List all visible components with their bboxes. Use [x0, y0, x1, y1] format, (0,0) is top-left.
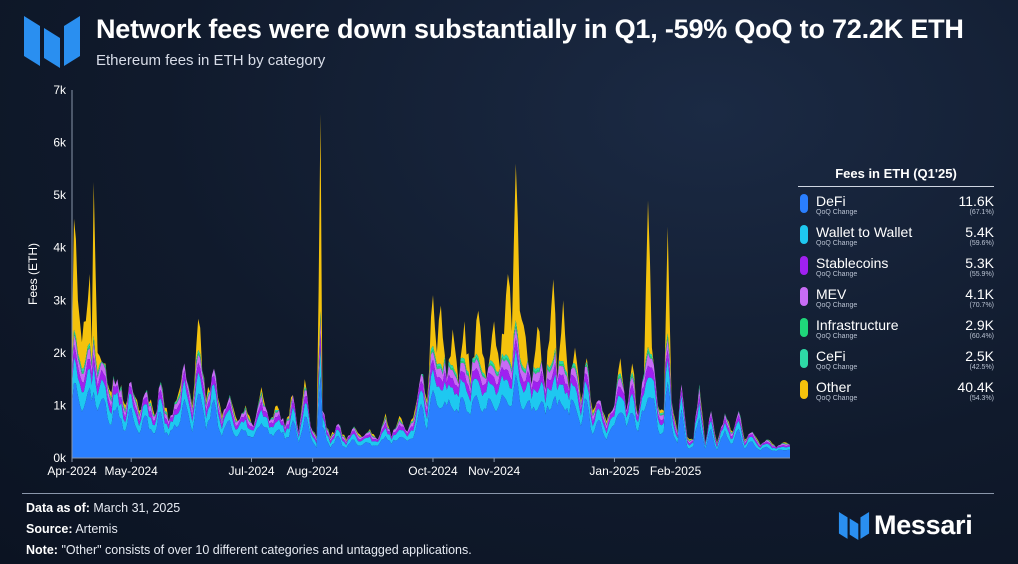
area-series-stablecoins	[72, 332, 790, 449]
legend-item-value: 2.9K	[965, 317, 994, 333]
data-as-of-label: Data as of:	[26, 501, 90, 515]
y-axis-ticks: 0k 1k 2k 3k 4k 5k 6k 7k	[53, 83, 67, 465]
y-axis-label: Fees (ETH)	[26, 243, 40, 305]
x-tick-label: Oct-2024	[408, 464, 458, 478]
source-label: Source:	[26, 522, 73, 536]
legend-swatch	[800, 318, 808, 337]
stacked-area-chart: 0k 1k 2k 3k 4k 5k 6k 7k Apr-2024 May-2024 Jul-202…	[26, 83, 790, 478]
legend-item-name: Infrastructure	[816, 317, 899, 333]
legend-item: CeFi QoQ Change 2.5K (42.5%)	[798, 345, 994, 376]
area-series-wallet-to-wallet	[72, 348, 790, 452]
legend-item-value: 2.5K	[965, 348, 994, 364]
brand-name: Messari	[874, 510, 973, 540]
legend-item-sublabel: QoQ Change	[816, 395, 858, 402]
y-tick-label: 1k	[53, 398, 67, 412]
legend-item-value: 5.4K	[965, 224, 994, 240]
note-label: Note:	[26, 543, 58, 557]
x-tick-label: Feb-2025	[650, 464, 702, 478]
y-tick-label: 5k	[53, 188, 67, 202]
note-value: "Other" consists of over 10 different ca…	[61, 543, 472, 557]
legend-swatch	[800, 225, 808, 244]
y-tick-label: 4k	[53, 241, 67, 255]
legend-item-value: 5.3K	[965, 255, 994, 271]
x-tick-label: May-2024	[104, 464, 158, 478]
x-axis-ticks: Apr-2024 May-2024 Jul-2024 Aug-2024 Oct-2024…	[47, 458, 702, 478]
legend-item: Other QoQ Change 40.4K (54.3%)	[798, 376, 994, 407]
x-tick-label: Aug-2024	[287, 464, 339, 478]
legend-item: Stablecoins QoQ Change 5.3K (55.9%)	[798, 252, 994, 283]
legend-item-change: (55.9%)	[969, 271, 994, 278]
y-tick-label: 3k	[53, 293, 67, 307]
y-tick-label: 7k	[53, 83, 67, 97]
legend-item-value: 11.6K	[958, 193, 994, 209]
legend-item: MEV QoQ Change 4.1K (70.7%)	[798, 283, 994, 314]
legend-title: Fees in ETH (Q1'25)	[798, 166, 994, 187]
legend-item-name: Other	[816, 379, 852, 395]
legend-item: Wallet to Wallet QoQ Change 5.4K (59.6%)	[798, 221, 994, 252]
messari-logo-icon	[24, 16, 80, 68]
legend-item-sublabel: QoQ Change	[816, 240, 858, 247]
legend-item-sublabel: QoQ Change	[816, 271, 858, 278]
x-tick-label: Jul-2024	[228, 464, 274, 478]
area-series-group	[72, 113, 790, 458]
legend-item-name: CeFi	[816, 348, 846, 364]
data-as-of-value: March 31, 2025	[93, 501, 181, 515]
x-tick-label: Apr-2024	[47, 464, 97, 478]
messari-brand-icon	[838, 512, 870, 540]
source-value: Artemis	[75, 522, 118, 536]
x-tick-label: Jan-2025	[589, 464, 639, 478]
legend-item: Infrastructure QoQ Change 2.9K (60.4%)	[798, 314, 994, 345]
legend-item-change: (67.1%)	[969, 209, 994, 216]
chart-subtitle: Ethereum fees in ETH by category	[96, 52, 326, 69]
legend-item-change: (42.5%)	[969, 364, 994, 371]
legend-swatch	[800, 380, 808, 399]
legend-item-name: Wallet to Wallet	[816, 224, 913, 240]
x-tick-label: Nov-2024	[468, 464, 520, 478]
legend-item-sublabel: QoQ Change	[816, 364, 858, 371]
legend-item-value: 4.1K	[965, 286, 994, 302]
data-as-of: Data as of: March 31, 2025	[26, 501, 180, 515]
area-series-defi	[72, 374, 790, 458]
legend-swatch	[800, 256, 808, 275]
legend-item: DeFi QoQ Change 11.6K (67.1%)	[798, 190, 994, 221]
legend-item-sublabel: QoQ Change	[816, 209, 858, 216]
legend-swatch	[800, 349, 808, 368]
legend-item-sublabel: QoQ Change	[816, 333, 858, 340]
y-tick-label: 2k	[53, 346, 67, 360]
chart-title: Network fees were down substantially in …	[96, 14, 964, 44]
legend-item-change: (59.6%)	[969, 240, 994, 247]
legend-item-change: (70.7%)	[969, 302, 994, 309]
y-tick-label: 6k	[53, 136, 67, 150]
legend: Fees in ETH (Q1'25) DeFi QoQ Change 11.6K(…	[798, 166, 994, 407]
legend-item-change: (60.4%)	[969, 333, 994, 340]
legend-rows: DeFi QoQ Change 11.6K (67.1%) Wallet to Wall…	[798, 190, 994, 407]
legend-item-name: MEV	[816, 286, 847, 302]
legend-swatch	[800, 194, 808, 213]
legend-item-value: 40.4K	[957, 379, 994, 395]
area-series-other	[72, 113, 790, 448]
source: Source: Artemis	[26, 522, 118, 536]
legend-item-name: Stablecoins	[816, 255, 889, 271]
y-tick-label: 0k	[53, 451, 67, 465]
legend-item-name: DeFi	[816, 193, 846, 209]
note: Note: "Other" consists of over 10 differ…	[26, 543, 472, 557]
legend-item-change: (54.3%)	[969, 395, 994, 402]
legend-swatch	[800, 287, 808, 306]
legend-item-sublabel: QoQ Change	[816, 302, 858, 309]
footer-divider	[22, 493, 994, 494]
